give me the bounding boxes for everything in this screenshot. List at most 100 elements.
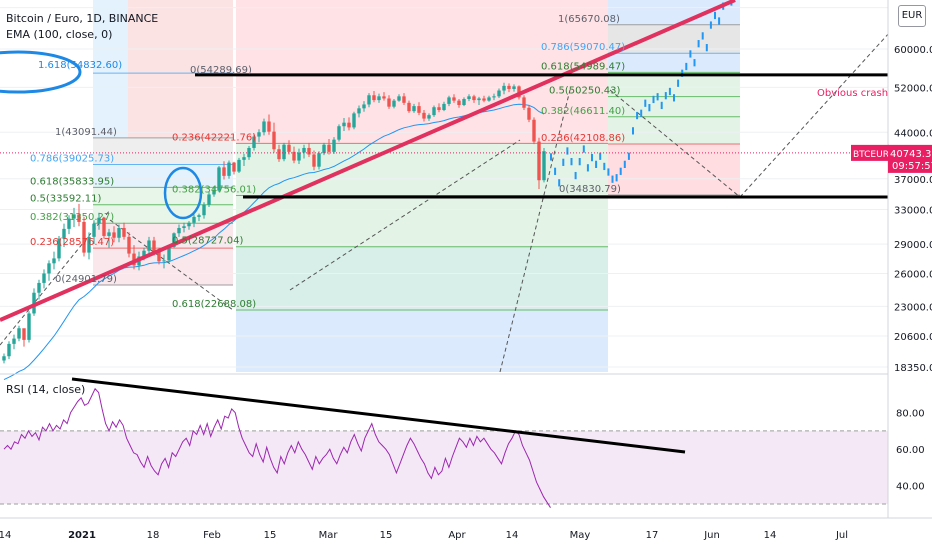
fib-level-label: 0.786(39025.73) bbox=[30, 153, 114, 164]
candle-body bbox=[397, 96, 401, 101]
rsi-pane[interactable] bbox=[0, 377, 888, 508]
fib-level-label: 0.618(54989.47) bbox=[541, 61, 625, 72]
rsi-band bbox=[0, 430, 888, 505]
candle-body bbox=[487, 97, 491, 101]
rsi-tick-label: 80.00 bbox=[896, 409, 925, 420]
candle-body bbox=[257, 132, 261, 137]
fib-level-label: 0.618(22688.08) bbox=[172, 299, 256, 310]
candle-body bbox=[422, 112, 426, 119]
candle-body bbox=[467, 96, 471, 100]
candle-body bbox=[507, 85, 511, 89]
candle-body bbox=[392, 100, 396, 107]
candle-body bbox=[377, 96, 381, 101]
candle-body bbox=[167, 246, 171, 261]
time-tick-label: 15 bbox=[264, 530, 277, 541]
candle-body bbox=[417, 106, 421, 113]
candle-body bbox=[212, 190, 216, 195]
fib-level-label: 0.382(46611.40) bbox=[541, 106, 625, 117]
time-tick-label: 2021 bbox=[68, 530, 96, 541]
candle-body bbox=[302, 147, 306, 153]
candle-body bbox=[7, 343, 11, 357]
candle-body bbox=[162, 260, 166, 262]
price-tick-label: 29000.00 bbox=[894, 240, 932, 251]
candle-body bbox=[177, 227, 181, 234]
fib-level-label: 0.236(42221.76) bbox=[172, 132, 256, 143]
fib-zone-red-3 bbox=[608, 144, 740, 195]
fib-level-label: 0.236(42108.86) bbox=[541, 133, 625, 144]
candle-body bbox=[512, 86, 516, 89]
rsi-tick-label: 40.00 bbox=[896, 482, 925, 493]
candle-body bbox=[172, 233, 176, 247]
candle-body bbox=[252, 136, 256, 148]
candle-body bbox=[382, 96, 386, 99]
rsi-tick-label: 60.00 bbox=[896, 445, 925, 456]
highlight-ellipse bbox=[163, 166, 203, 220]
candle-body bbox=[482, 98, 486, 101]
candle-body bbox=[297, 152, 301, 161]
candle-body bbox=[27, 313, 31, 340]
candle-body bbox=[202, 204, 206, 216]
candle-body bbox=[267, 121, 271, 132]
fib-level-label: 0.236(28576.47) bbox=[30, 237, 114, 248]
candle-body bbox=[197, 215, 201, 217]
candle-body bbox=[192, 216, 196, 223]
ema-line bbox=[3, 103, 545, 381]
candle-body bbox=[322, 144, 326, 154]
fib-level-label: 0.5(28727.04) bbox=[172, 236, 244, 247]
candle-body bbox=[92, 223, 96, 237]
currency-button[interactable]: EUR bbox=[898, 5, 926, 27]
candle-body bbox=[157, 251, 161, 262]
candle-body bbox=[232, 162, 236, 172]
symbol-title[interactable]: Bitcoin / Euro, 1D, BINANCE bbox=[6, 12, 159, 25]
candle-body bbox=[67, 218, 71, 229]
fib-level-label: 0.5(33592.11) bbox=[30, 194, 102, 205]
price-axis-bg bbox=[888, 0, 932, 550]
chart-annotation: Obvious crash at th bbox=[817, 88, 915, 99]
countdown-label: 09:57:57 bbox=[892, 161, 932, 172]
candle-body bbox=[52, 258, 56, 264]
price-tick-label: 60000.00 bbox=[894, 45, 932, 56]
price-tick-label: 23000.00 bbox=[894, 302, 932, 313]
candle-body bbox=[102, 217, 106, 236]
candle-body bbox=[452, 97, 456, 101]
candle-body bbox=[457, 100, 461, 106]
fib-zone-786-3 bbox=[608, 53, 740, 73]
candle-body bbox=[22, 328, 26, 340]
dashed-guide-line bbox=[109, 219, 234, 311]
ema-indicator-label[interactable]: EMA (100, close, 0) bbox=[6, 28, 113, 41]
candle-body bbox=[282, 144, 286, 160]
candle-body bbox=[352, 113, 356, 128]
time-tick-label: May bbox=[570, 530, 591, 541]
candle-body bbox=[387, 98, 391, 107]
candle-body bbox=[462, 99, 466, 106]
fib-level-label: 0.618(35833.95) bbox=[30, 176, 114, 187]
candle-body bbox=[152, 240, 156, 252]
candle-body bbox=[42, 273, 46, 283]
candle-body bbox=[277, 149, 281, 160]
fib-zone-green-3 bbox=[608, 72, 740, 145]
fib-level-label: 1(65670.08) bbox=[558, 14, 620, 25]
price-pane[interactable]: 1.618(54832.60) 0(54289.69) 1(43091.44) 0.2… bbox=[0, 0, 915, 381]
fib-level-label: 1(43091.44) bbox=[55, 127, 117, 138]
candle-body bbox=[402, 96, 406, 103]
highlight-ellipse bbox=[0, 50, 82, 94]
time-tick-label: Feb bbox=[203, 530, 221, 541]
candle-body bbox=[312, 154, 316, 167]
candle-body bbox=[262, 121, 266, 133]
fib-zone-blue-top bbox=[93, 0, 128, 138]
time-tick-label: 15 bbox=[380, 530, 393, 541]
time-tick-label: 14 bbox=[0, 530, 11, 541]
candle-body bbox=[72, 214, 76, 219]
candle-body bbox=[287, 144, 291, 152]
rsi-indicator-label[interactable]: RSI (14, close) bbox=[6, 383, 86, 396]
fib-level-label: 0.382(31350.27) bbox=[30, 212, 114, 223]
candle-body bbox=[117, 227, 121, 238]
candle-body bbox=[477, 98, 481, 101]
time-tick-label: Jun bbox=[703, 530, 720, 541]
candle-body bbox=[367, 95, 371, 105]
rsi-divergence-line bbox=[71, 377, 686, 454]
fib-zone-grey-3 bbox=[608, 24, 740, 54]
candle-body bbox=[472, 96, 476, 101]
